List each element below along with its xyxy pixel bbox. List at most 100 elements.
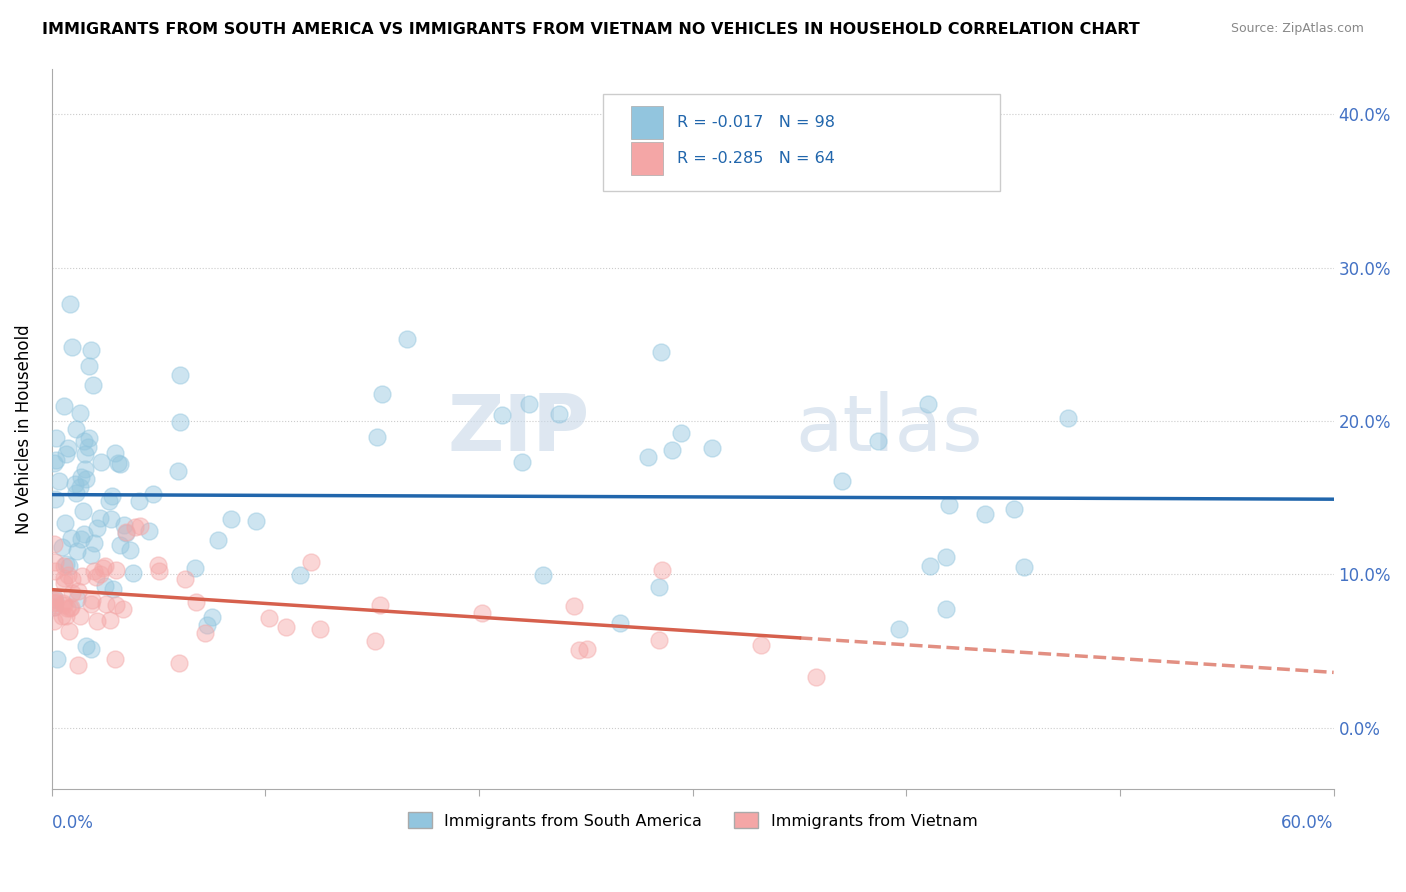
Point	[73, 527, 96, 541]
Point	[973, 508, 995, 522]
Point	[53, 559, 76, 574]
Point	[59, 600, 82, 615]
Text: 60.0%: 60.0%	[1281, 814, 1334, 832]
Point	[148, 558, 170, 573]
Point	[108, 458, 131, 472]
Point	[491, 408, 513, 422]
Point	[53, 571, 76, 585]
Point	[804, 670, 827, 684]
Point	[44, 592, 66, 607]
Point	[42, 600, 65, 615]
Point	[56, 601, 79, 615]
Text: ZIP: ZIP	[449, 391, 591, 467]
Point	[167, 464, 190, 478]
Point	[80, 642, 103, 657]
Point	[104, 652, 127, 666]
Point	[245, 514, 267, 528]
Point	[42, 456, 65, 470]
Point	[115, 524, 138, 539]
Point	[59, 297, 82, 311]
Y-axis label: No Vehicles in Household: No Vehicles in Household	[15, 324, 32, 533]
Point	[42, 593, 65, 607]
Point	[648, 580, 671, 594]
Point	[1012, 560, 1035, 574]
Point	[368, 598, 391, 612]
Point	[661, 442, 683, 457]
Point	[531, 567, 554, 582]
Point	[66, 584, 89, 599]
Text: atlas: atlas	[796, 391, 983, 467]
Point	[364, 634, 387, 648]
Point	[110, 538, 132, 552]
Point	[576, 642, 599, 657]
Point	[60, 586, 83, 600]
Point	[274, 620, 297, 634]
Point	[52, 596, 75, 610]
Text: Source: ZipAtlas.com: Source: ZipAtlas.com	[1230, 22, 1364, 36]
Point	[89, 566, 111, 581]
Point	[395, 332, 418, 346]
Point	[107, 456, 129, 470]
Point	[104, 446, 127, 460]
Point	[59, 601, 82, 615]
Point	[831, 474, 853, 488]
Point	[141, 487, 163, 501]
Point	[371, 387, 394, 401]
Point	[96, 598, 118, 612]
Point	[138, 524, 160, 538]
Point	[80, 343, 103, 357]
Point	[183, 561, 205, 575]
Point	[48, 475, 70, 489]
Point	[60, 531, 83, 545]
FancyBboxPatch shape	[631, 143, 664, 175]
Point	[148, 564, 170, 578]
Point	[73, 446, 96, 460]
Point	[53, 399, 76, 413]
Point	[56, 568, 79, 582]
Point	[309, 622, 332, 636]
FancyBboxPatch shape	[603, 94, 1000, 191]
Point	[75, 639, 97, 653]
Point	[184, 595, 207, 609]
Point	[609, 615, 631, 630]
Text: R = -0.285   N = 64: R = -0.285 N = 64	[678, 151, 835, 166]
Point	[60, 340, 83, 354]
Point	[104, 563, 127, 577]
Point	[169, 368, 191, 382]
Text: 0.0%: 0.0%	[52, 814, 94, 832]
Point	[97, 494, 120, 508]
FancyBboxPatch shape	[631, 106, 664, 139]
Point	[749, 638, 772, 652]
Point	[65, 422, 87, 436]
Point	[207, 533, 229, 547]
Point	[80, 548, 103, 562]
Point	[66, 591, 89, 606]
Point	[66, 658, 89, 673]
Point	[55, 609, 77, 624]
Point	[121, 566, 143, 580]
Point	[42, 614, 65, 628]
Text: IMMIGRANTS FROM SOUTH AMERICA VS IMMIGRANTS FROM VIETNAM NO VEHICLES IN HOUSEHOL: IMMIGRANTS FROM SOUTH AMERICA VS IMMIGRA…	[42, 22, 1140, 37]
Point	[51, 608, 73, 623]
Point	[650, 345, 672, 359]
Point	[77, 431, 100, 445]
Point	[73, 434, 96, 448]
Point	[75, 462, 97, 476]
Point	[75, 472, 97, 486]
Point	[299, 555, 322, 569]
Point	[69, 406, 91, 420]
Point	[124, 520, 146, 534]
Point	[195, 617, 218, 632]
Point	[935, 549, 957, 564]
Point	[86, 521, 108, 535]
Point	[920, 559, 942, 574]
Point	[637, 450, 659, 464]
Point	[129, 519, 152, 533]
Point	[510, 454, 533, 468]
Point	[259, 610, 281, 624]
Point	[562, 599, 585, 614]
Point	[70, 470, 93, 484]
Point	[70, 569, 93, 583]
Point	[76, 440, 98, 454]
Point	[1002, 502, 1025, 516]
